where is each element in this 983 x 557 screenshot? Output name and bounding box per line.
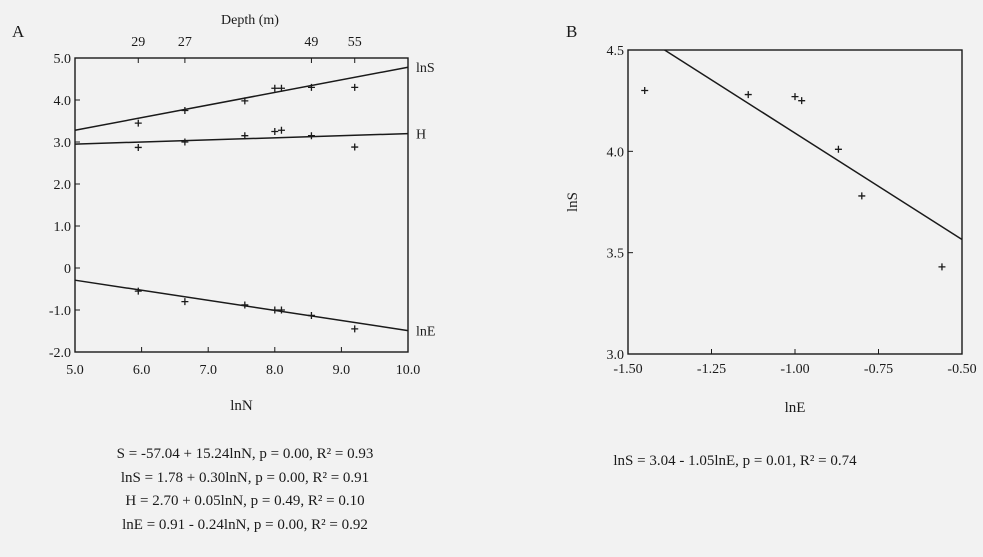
panel-a-series-label: lnS <box>416 61 435 76</box>
panel-a-fit-line-lns <box>74 66 409 131</box>
panel-b-point <box>791 93 799 101</box>
panel-a-y-tick-label: 0 <box>64 262 71 277</box>
panel-b-y-tick-label: 4.0 <box>607 145 625 160</box>
panel-b-fit-line <box>664 49 963 241</box>
panel-a-point-lns <box>271 84 279 92</box>
panel-a-equations: S = -57.04 + 15.24lnN, p = 0.00, R² = 0.… <box>0 443 490 537</box>
panel-b-x-tick-label: -0.75 <box>864 362 893 377</box>
panel-b-point <box>834 145 842 153</box>
equation-line: H = 2.70 + 0.05lnN, p = 0.49, R² = 0.10 <box>125 493 365 509</box>
panel-a-y-tick-label: -1.0 <box>49 304 71 319</box>
panel-a-x-tick-label: 6.0 <box>133 363 151 378</box>
panel-a-y-tick-label: 2.0 <box>54 178 72 193</box>
panel-b-point <box>858 192 866 200</box>
panel-a-top-tick-label: 55 <box>348 35 362 50</box>
panel-a-top-tick-label: 29 <box>131 35 145 50</box>
panel-a-point-lns <box>241 97 249 105</box>
equation-line: lnS = 1.78 + 0.30lnN, p = 0.00, R² = 0.9… <box>120 469 370 486</box>
panel-letter-b: B <box>566 22 577 41</box>
panel-a-fit-line-h <box>74 132 409 145</box>
panel-b-y-tick-label: 4.5 <box>607 44 625 59</box>
panel-letter-a: A <box>12 22 25 41</box>
equation-line: S = -57.04 + 15.24lnN, p = 0.00, R² = 0.… <box>116 446 374 462</box>
panel-b-point <box>798 97 806 105</box>
panel-a-series-label: lnE <box>416 325 435 340</box>
panel-a-x-tick-label: 5.0 <box>66 363 84 378</box>
panel-b-x-tick-label: -0.50 <box>947 362 976 377</box>
panel-a-y-tick-label: 1.0 <box>54 220 72 235</box>
panel-a-point-h <box>241 132 249 140</box>
panel-a-top-axis-label: Depth (m) <box>221 13 279 28</box>
panel-b-y-axis-label: lnS <box>565 192 581 212</box>
panel-b-x-tick-label: -1.00 <box>780 362 809 377</box>
panel-a-y-tick-label: 3.0 <box>54 136 72 151</box>
panel-b-x-tick-label: -1.50 <box>613 362 642 377</box>
panel-a-plot-frame <box>74 57 409 353</box>
panel-a-y-tick-label: 5.0 <box>54 52 72 67</box>
panel-a-x-tick-label: 8.0 <box>266 363 284 378</box>
panel-a-point-lns <box>307 83 315 91</box>
panel-a-point-lns <box>277 84 285 92</box>
panel-b-x-tick-label: -1.25 <box>697 362 726 377</box>
panel-a-point-lne <box>271 306 279 314</box>
panel-a-point-h <box>351 143 359 151</box>
panel-b-point <box>641 87 649 95</box>
panel-a-top-tick-label: 27 <box>178 35 192 50</box>
panel-a-point-lne <box>307 311 315 319</box>
panel-a-x-tick-label: 7.0 <box>199 363 217 378</box>
panel-a-point-lne <box>181 298 189 306</box>
panel-a-point-h <box>181 138 189 146</box>
panel-a-point-lne <box>241 301 249 309</box>
panel-a-x-axis-label: lnN <box>230 398 253 414</box>
panel-a-point-h <box>134 143 142 151</box>
panel-a-x-tick-label: 10.0 <box>396 363 421 378</box>
panel-a-point-h <box>277 126 285 134</box>
panel-a-point-h <box>307 132 315 140</box>
panel-b-x-axis-label: lnE <box>785 400 806 416</box>
panel-a-point-lne <box>277 306 285 314</box>
panel-a-top-tick-label: 49 <box>304 35 318 50</box>
panel-a-point-lns <box>181 107 189 114</box>
panel-a-point-lns <box>351 83 359 91</box>
panel-b-y-tick-label: 3.5 <box>607 247 625 262</box>
panel-a-point-h <box>271 128 279 135</box>
panel-a-point-lne <box>351 325 359 333</box>
equation-line: lnE = 0.91 - 0.24lnN, p = 0.00, R² = 0.9… <box>122 516 368 533</box>
panel-b-y-tick-label: 3.0 <box>607 348 625 363</box>
panel-a-series-label: H <box>416 128 426 143</box>
panel-a-point-lne <box>134 287 142 295</box>
panel-a-y-tick-label: -2.0 <box>49 346 71 361</box>
panel-a-x-tick-label: 9.0 <box>333 363 351 378</box>
panel-b-equation: lnS = 3.04 - 1.05lnE, p = 0.01, R² = 0.7… <box>490 453 980 477</box>
panel-a-y-tick-label: 4.0 <box>54 94 72 109</box>
panel-a-point-lns <box>134 119 142 127</box>
panel-b-point <box>938 263 946 271</box>
panel-b-point <box>744 91 752 99</box>
equation-line: lnS = 3.04 - 1.05lnE, p = 0.01, R² = 0.7… <box>613 453 857 469</box>
